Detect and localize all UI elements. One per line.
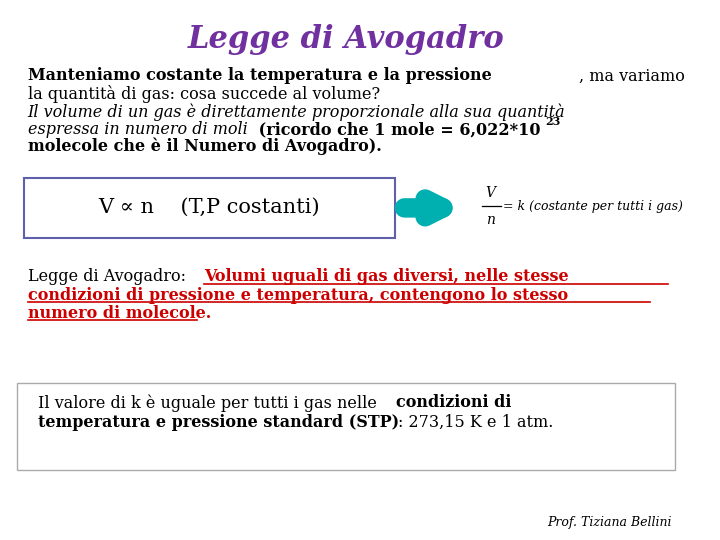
FancyBboxPatch shape [17, 383, 675, 470]
Text: Manteniamo costante la temperatura e la pressione: Manteniamo costante la temperatura e la … [27, 68, 492, 84]
Text: : 273,15 K e 1 atm.: : 273,15 K e 1 atm. [398, 414, 554, 431]
Text: numero di molecole.: numero di molecole. [27, 305, 211, 322]
Text: Prof. Tiziana Bellini: Prof. Tiziana Bellini [547, 516, 672, 529]
Text: Legge di Avogadro: Legge di Avogadro [188, 24, 505, 55]
FancyBboxPatch shape [24, 178, 395, 238]
Text: temperatura e pressione standard (STP): temperatura e pressione standard (STP) [38, 414, 399, 431]
Text: Volumi uguali di gas diversi, nelle stesse: Volumi uguali di gas diversi, nelle stes… [204, 268, 569, 285]
Text: Il valore di k è uguale per tutti i gas nelle: Il valore di k è uguale per tutti i gas … [38, 394, 382, 411]
Text: condizioni di: condizioni di [396, 394, 511, 411]
Text: Legge di Avogadro:: Legge di Avogadro: [27, 268, 191, 285]
Text: Il volume di un gas è direttamente proporzionale alla sua quantità: Il volume di un gas è direttamente propo… [27, 104, 565, 121]
Text: = k (costante per tutti i gas): = k (costante per tutti i gas) [503, 200, 683, 213]
Text: n: n [486, 213, 495, 227]
Text: V ∝ n    (T,P costanti): V ∝ n (T,P costanti) [99, 197, 320, 217]
FancyArrowPatch shape [405, 199, 443, 217]
Text: condizioni di pressione e temperatura, contengono lo stesso: condizioni di pressione e temperatura, c… [27, 287, 568, 304]
Text: , ma variamo: , ma variamo [579, 68, 685, 84]
Text: molecole che è il Numero di Avogadro).: molecole che è il Numero di Avogadro). [27, 138, 382, 155]
Text: V: V [485, 186, 495, 200]
Text: espressa in numero di moli: espressa in numero di moli [27, 121, 248, 138]
Text: (ricordo che 1 mole = 6,022*10: (ricordo che 1 mole = 6,022*10 [253, 121, 540, 138]
Text: la quantità di gas: cosa succede al volume?: la quantità di gas: cosa succede al volu… [27, 85, 380, 103]
Text: 23: 23 [545, 116, 560, 126]
